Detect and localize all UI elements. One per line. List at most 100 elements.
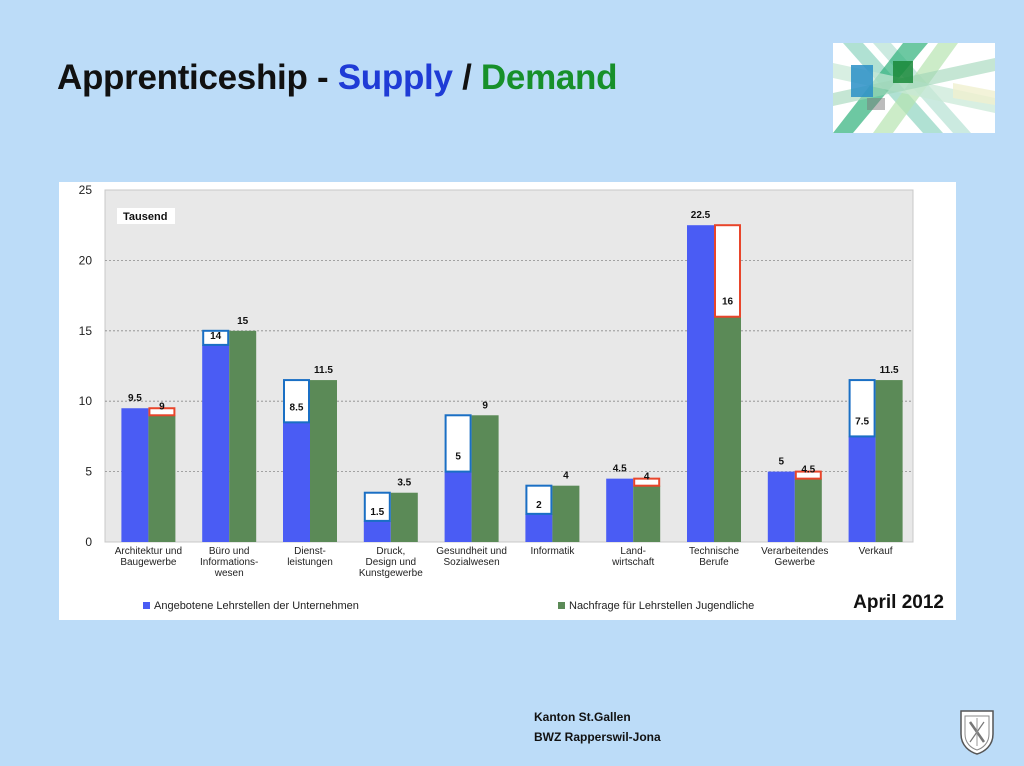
y-axis-ticks: 0 5 10 15 20 25 [79, 183, 93, 549]
title-supply: Supply [337, 58, 453, 97]
category-label: Büro und Informations-wesen [200, 546, 258, 579]
shortage-gap-box [202, 329, 230, 346]
y-tick-label: 10 [79, 394, 93, 408]
category-label: Verarbeitendes Gewerbe [761, 546, 828, 568]
title-separator: / [452, 58, 481, 97]
value-label-supply: 4.5 [613, 464, 627, 475]
y-tick-label: 25 [79, 183, 93, 197]
surplus-gap-box [794, 470, 822, 480]
category-label-line: Technische [689, 546, 739, 557]
date-label: April 2012 [853, 592, 944, 613]
category-label-line: Informatik [530, 546, 575, 557]
category-label: Dienst-leistungen [287, 546, 333, 568]
shortage-gap-box [363, 491, 391, 522]
shortage-gap-box [848, 379, 876, 438]
unit-label-box [117, 208, 175, 224]
value-label-supply: 22.5 [691, 210, 711, 221]
category-label-line: Baugewerbe [120, 557, 177, 568]
value-label-supply: 9.5 [128, 393, 142, 404]
bar-demand [148, 415, 176, 542]
canton-crest-icon [960, 710, 994, 755]
legend-swatch-demand [558, 602, 565, 609]
title-main: Apprenticeship - [57, 58, 338, 97]
value-label-demand: 3.5 [397, 478, 411, 489]
legend: Angebotene Lehrstellen der Unternehmen N… [143, 600, 754, 612]
bar-supply [202, 344, 230, 542]
y-tick-label: 20 [79, 253, 93, 267]
category-label-line: wirtschaft [611, 557, 654, 568]
category-label-line: leistungen [287, 557, 333, 568]
bar-supply [687, 225, 714, 542]
bar-demand [552, 485, 580, 542]
category-label-line: Design und [366, 557, 417, 568]
category-label-line: wesen [214, 568, 244, 579]
bar-demand [390, 492, 418, 542]
shortage-gap-box [525, 484, 553, 515]
category-label: Verkauf [859, 546, 893, 557]
category-label: Gesundheit und Sozialwesen [436, 546, 507, 568]
chart-panel: 0 5 10 15 20 25 Tausend 9.5 9 14 15 8.5 11.5 1.5 3.5… [59, 182, 956, 620]
footer-school: BWZ Rapperswil-Jona [534, 730, 661, 744]
value-label-demand: 9 [159, 401, 165, 412]
surplus-gap-box [714, 224, 741, 318]
category-label-line: Verarbeitendes [761, 546, 828, 557]
legend-swatch-supply [143, 602, 150, 609]
category-label-line: Sozialwesen [444, 557, 500, 568]
value-label-demand: 11.5 [314, 365, 333, 376]
bar-demand [794, 478, 822, 542]
category-label-line: Informations- [200, 557, 258, 568]
y-tick-label: 15 [79, 324, 93, 338]
bar-demand [714, 316, 741, 542]
surplus-gap-box [148, 407, 176, 417]
footer-canton: Kanton St.Gallen [534, 710, 631, 724]
bars: 9.5 9 14 15 8.5 11.5 1.5 3.5 5 9 2 4 4.5 4 22.5 16 5 4.5 7… [121, 210, 903, 542]
title-demand: Demand [480, 58, 618, 97]
category-label: Druck, Design und Kunstgewerbe [359, 546, 423, 579]
value-label-demand: 4 [644, 472, 650, 483]
y-tick-label: 0 [85, 535, 92, 549]
bar-supply [767, 471, 795, 542]
value-label-demand: 11.5 [880, 365, 899, 376]
bar-demand [471, 415, 499, 542]
surplus-gap-box [633, 477, 661, 487]
category-label-line: Gewerbe [775, 557, 816, 568]
bar-supply [121, 408, 149, 542]
value-label-supply: 1.5 [370, 507, 384, 518]
category-label-line: Verkauf [859, 546, 893, 557]
bar-demand [229, 330, 257, 542]
category-label: Land-wirtschaft [611, 546, 654, 568]
bwz-logo [833, 43, 995, 133]
legend-label-demand: Nachfrage für Lehrstellen Jugendliche [569, 600, 754, 612]
category-label-line: Berufe [699, 557, 729, 568]
value-label-supply: 7.5 [855, 416, 869, 427]
value-label-demand: 16 [722, 297, 734, 308]
shortage-gap-box [444, 414, 472, 473]
category-label-line: Kunstgewerbe [359, 568, 423, 579]
bar-demand [875, 380, 903, 542]
footer: Kanton St.Gallen BWZ Rapperswil-Jona [534, 707, 661, 747]
category-label-line: Büro und [209, 546, 250, 557]
category-label: Architektur und Baugewerbe [115, 546, 182, 568]
legend-label-supply: Angebotene Lehrstellen der Unternehmen [154, 600, 359, 612]
bar-supply [606, 478, 634, 542]
value-label-supply: 5 [779, 457, 785, 468]
bar-supply [525, 513, 553, 542]
bar-supply [363, 520, 391, 542]
bar-demand [310, 380, 337, 542]
category-label-line: Dienst- [294, 546, 326, 557]
bar-supply [283, 422, 310, 542]
value-label-demand: 9 [482, 400, 488, 411]
value-label-supply: 8.5 [290, 402, 304, 413]
slide-title: Apprenticeship - Supply / Demand [57, 58, 618, 98]
value-label-supply: 5 [455, 452, 461, 463]
value-label-demand: 4.5 [801, 465, 815, 476]
category-label-line: Gesundheit und [436, 546, 507, 557]
category-label: Technische Berufe [689, 546, 739, 568]
category-label: Informatik [530, 546, 575, 557]
value-label-supply: 2 [536, 500, 542, 511]
shortage-gap-box [283, 379, 310, 424]
category-label-line: Architektur und [115, 546, 182, 557]
bar-supply [444, 471, 472, 542]
